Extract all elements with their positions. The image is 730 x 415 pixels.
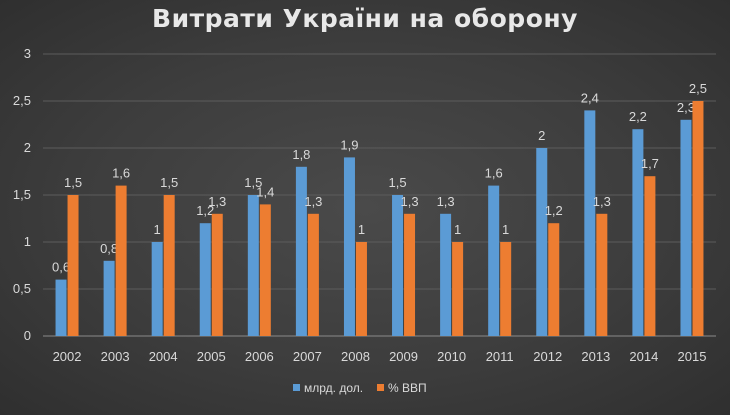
bar-gdp [644,176,656,336]
data-label: 1,2 [545,203,563,218]
chart-title: Витрати України на оборону [152,4,578,33]
data-label: 1 [154,222,161,237]
data-label: 0,8 [100,241,118,256]
data-label: 1 [454,222,461,237]
y-tick-label: 2 [24,140,31,155]
bar-usd [632,129,644,336]
bar-usd [295,166,307,336]
y-tick-label: 0 [24,328,31,343]
bar-gdp [211,213,223,336]
data-label: 1,5 [64,175,82,190]
bar-usd [247,195,259,336]
y-tick-label: 1,5 [13,187,31,202]
data-label: 1,5 [160,175,178,190]
data-label: 1,7 [641,156,659,171]
x-tick-label: 2010 [437,349,466,364]
bar-usd [536,148,548,336]
bar-usd [680,119,692,336]
bar-usd [55,279,67,336]
x-tick-label: 2012 [533,349,562,364]
y-tick-label: 2,5 [13,93,31,108]
legend-swatch [293,384,300,391]
data-label: 2 [538,128,545,143]
data-label: 1,5 [388,175,406,190]
bar-gdp [67,195,79,336]
data-label: 1,4 [256,184,274,199]
data-label: 1,8 [292,147,310,162]
x-tick-label: 2011 [486,349,514,364]
data-label: 1,5 [244,175,262,190]
bar-usd [392,195,404,336]
bar-gdp [692,101,704,336]
x-tick-label: 2014 [629,349,658,364]
bar-usd [440,213,452,336]
data-label: 1,3 [304,194,322,209]
bar-gdp [500,242,512,336]
bar-gdp [163,195,175,336]
bar-gdp [355,242,367,336]
data-label: 1 [502,222,509,237]
y-tick-label: 0,5 [13,281,31,296]
bar-usd [151,242,163,336]
x-tick-label: 2003 [101,349,130,364]
data-label: 1,9 [340,137,358,152]
x-tick-label: 2009 [389,349,418,364]
data-label: 1,6 [112,166,130,181]
bar-gdp [596,213,608,336]
x-tick-label: 2007 [293,349,322,364]
bar-usd [199,223,211,336]
data-label: 1,3 [208,194,226,209]
data-label: 2,4 [581,90,599,105]
bar-gdp [307,213,319,336]
data-label: 1,3 [593,194,611,209]
data-label: 2,2 [629,109,647,124]
x-tick-label: 2015 [678,349,707,364]
legend-label: млрд. дол. [304,381,363,395]
bar-usd [343,157,355,336]
x-tick-label: 2002 [53,349,82,364]
y-tick-label: 3 [24,46,31,61]
data-label: 0,6 [52,260,70,275]
bar-usd [488,185,500,336]
data-label: 1,3 [437,194,455,209]
legend-label: % ВВП [388,381,427,395]
legend-swatch [377,384,384,391]
bar-gdp [259,204,271,336]
data-label: 1 [358,222,365,237]
data-label: 2,3 [677,100,695,115]
x-tick-label: 2013 [581,349,610,364]
y-tick-label: 1 [24,234,31,249]
bar-usd [584,110,596,337]
bar-gdp [115,185,127,336]
bar-gdp [404,213,416,336]
x-tick-label: 2008 [341,349,370,364]
data-label: 1,2 [196,203,214,218]
bar-usd [103,260,115,336]
bar-gdp [548,223,560,336]
data-label: 2,5 [689,81,707,96]
x-tick-label: 2005 [197,349,226,364]
x-tick-label: 2006 [245,349,274,364]
data-label: 1,3 [400,194,418,209]
x-tick-label: 2004 [149,349,178,364]
data-label: 1,6 [485,166,503,181]
bar-gdp [452,242,464,336]
